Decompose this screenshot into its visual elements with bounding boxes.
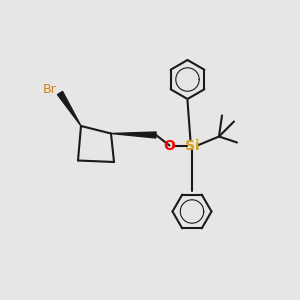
Text: Br: Br	[43, 83, 56, 96]
Polygon shape	[111, 132, 156, 138]
Text: Si: Si	[185, 139, 199, 152]
Text: O: O	[164, 139, 175, 152]
Polygon shape	[58, 92, 81, 126]
